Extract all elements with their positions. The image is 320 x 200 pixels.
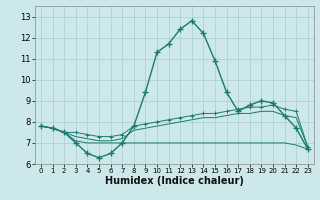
X-axis label: Humidex (Indice chaleur): Humidex (Indice chaleur) [105, 176, 244, 186]
